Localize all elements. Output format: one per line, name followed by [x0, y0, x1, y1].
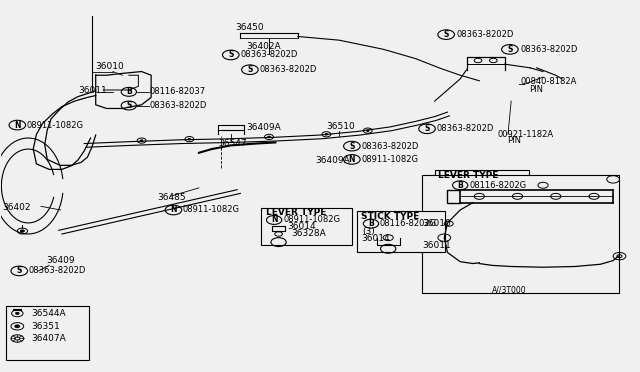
Text: 36547: 36547: [218, 139, 246, 148]
Text: 36351: 36351: [31, 322, 60, 331]
Text: 36014: 36014: [287, 222, 316, 231]
Text: 08363-8202D: 08363-8202D: [150, 101, 207, 110]
Text: 08363-8202D: 08363-8202D: [29, 266, 86, 275]
Text: LEVER TYPE: LEVER TYPE: [266, 208, 326, 217]
Text: 08363-8202D: 08363-8202D: [362, 142, 419, 151]
Text: LEVER TYPE: LEVER TYPE: [438, 171, 499, 180]
Text: 36450: 36450: [236, 23, 264, 32]
Text: B: B: [458, 181, 463, 190]
Text: 08116-8202G: 08116-8202G: [469, 181, 526, 190]
Text: 08363-8202D: 08363-8202D: [520, 45, 577, 54]
Text: 08911-1082G: 08911-1082G: [362, 155, 419, 164]
Text: 08911-1082G: 08911-1082G: [283, 215, 340, 224]
Text: PIN: PIN: [529, 85, 543, 94]
Text: 36010: 36010: [96, 61, 124, 71]
Text: A//3T000: A//3T000: [492, 286, 527, 295]
Circle shape: [268, 136, 270, 138]
Text: 08911-1082G: 08911-1082G: [183, 205, 240, 215]
Text: (3): (3): [363, 227, 376, 235]
Bar: [357, 211, 445, 252]
Text: 08363-8202D: 08363-8202D: [259, 65, 317, 74]
Text: 08363-8202D: 08363-8202D: [241, 51, 298, 60]
Text: B: B: [126, 87, 132, 96]
Text: 36409A: 36409A: [246, 123, 282, 132]
Text: S: S: [228, 51, 234, 60]
Bar: [422, 175, 620, 293]
Text: N: N: [271, 215, 277, 224]
Text: 36010: 36010: [422, 219, 451, 228]
Text: 36510: 36510: [326, 122, 355, 131]
Text: 08911-1082G: 08911-1082G: [27, 121, 84, 129]
Text: 08363-8202D: 08363-8202D: [436, 124, 494, 133]
Text: S: S: [17, 266, 22, 275]
Text: B: B: [368, 219, 374, 228]
Circle shape: [15, 312, 19, 314]
Circle shape: [140, 140, 143, 141]
Text: 08363-8202D: 08363-8202D: [456, 30, 514, 39]
Text: 08116-8202G: 08116-8202G: [380, 219, 437, 228]
Text: 36402A: 36402A: [246, 42, 282, 51]
Text: S: S: [126, 101, 132, 110]
Text: 36011: 36011: [422, 241, 451, 250]
Text: 36409A: 36409A: [315, 156, 349, 166]
Circle shape: [367, 130, 369, 131]
Text: 36402: 36402: [3, 202, 31, 212]
Circle shape: [20, 230, 24, 232]
Text: 08116-82037: 08116-82037: [150, 87, 206, 96]
Text: N: N: [14, 121, 20, 129]
Bar: [261, 208, 352, 245]
Text: N: N: [170, 205, 177, 215]
Text: 36407A: 36407A: [31, 334, 66, 343]
Text: 36485: 36485: [157, 193, 186, 202]
Text: S: S: [424, 124, 429, 133]
Text: N: N: [349, 155, 355, 164]
Text: 00921-1182A: 00921-1182A: [497, 130, 553, 139]
Text: 36409: 36409: [46, 256, 75, 265]
Text: 00840-8182A: 00840-8182A: [520, 77, 577, 86]
Text: PIN: PIN: [507, 137, 521, 145]
Text: STICK TYPE: STICK TYPE: [362, 212, 420, 221]
Bar: [6, 306, 90, 359]
Circle shape: [325, 134, 328, 135]
Circle shape: [188, 138, 191, 140]
Text: S: S: [247, 65, 253, 74]
Text: 36544A: 36544A: [31, 309, 66, 318]
Text: S: S: [508, 45, 513, 54]
Circle shape: [15, 325, 20, 328]
Text: S: S: [349, 142, 355, 151]
Text: 36014: 36014: [362, 234, 390, 243]
Text: 36011: 36011: [78, 86, 107, 95]
Text: 36328A: 36328A: [291, 230, 326, 238]
Text: S: S: [444, 30, 449, 39]
Bar: [435, 170, 529, 182]
